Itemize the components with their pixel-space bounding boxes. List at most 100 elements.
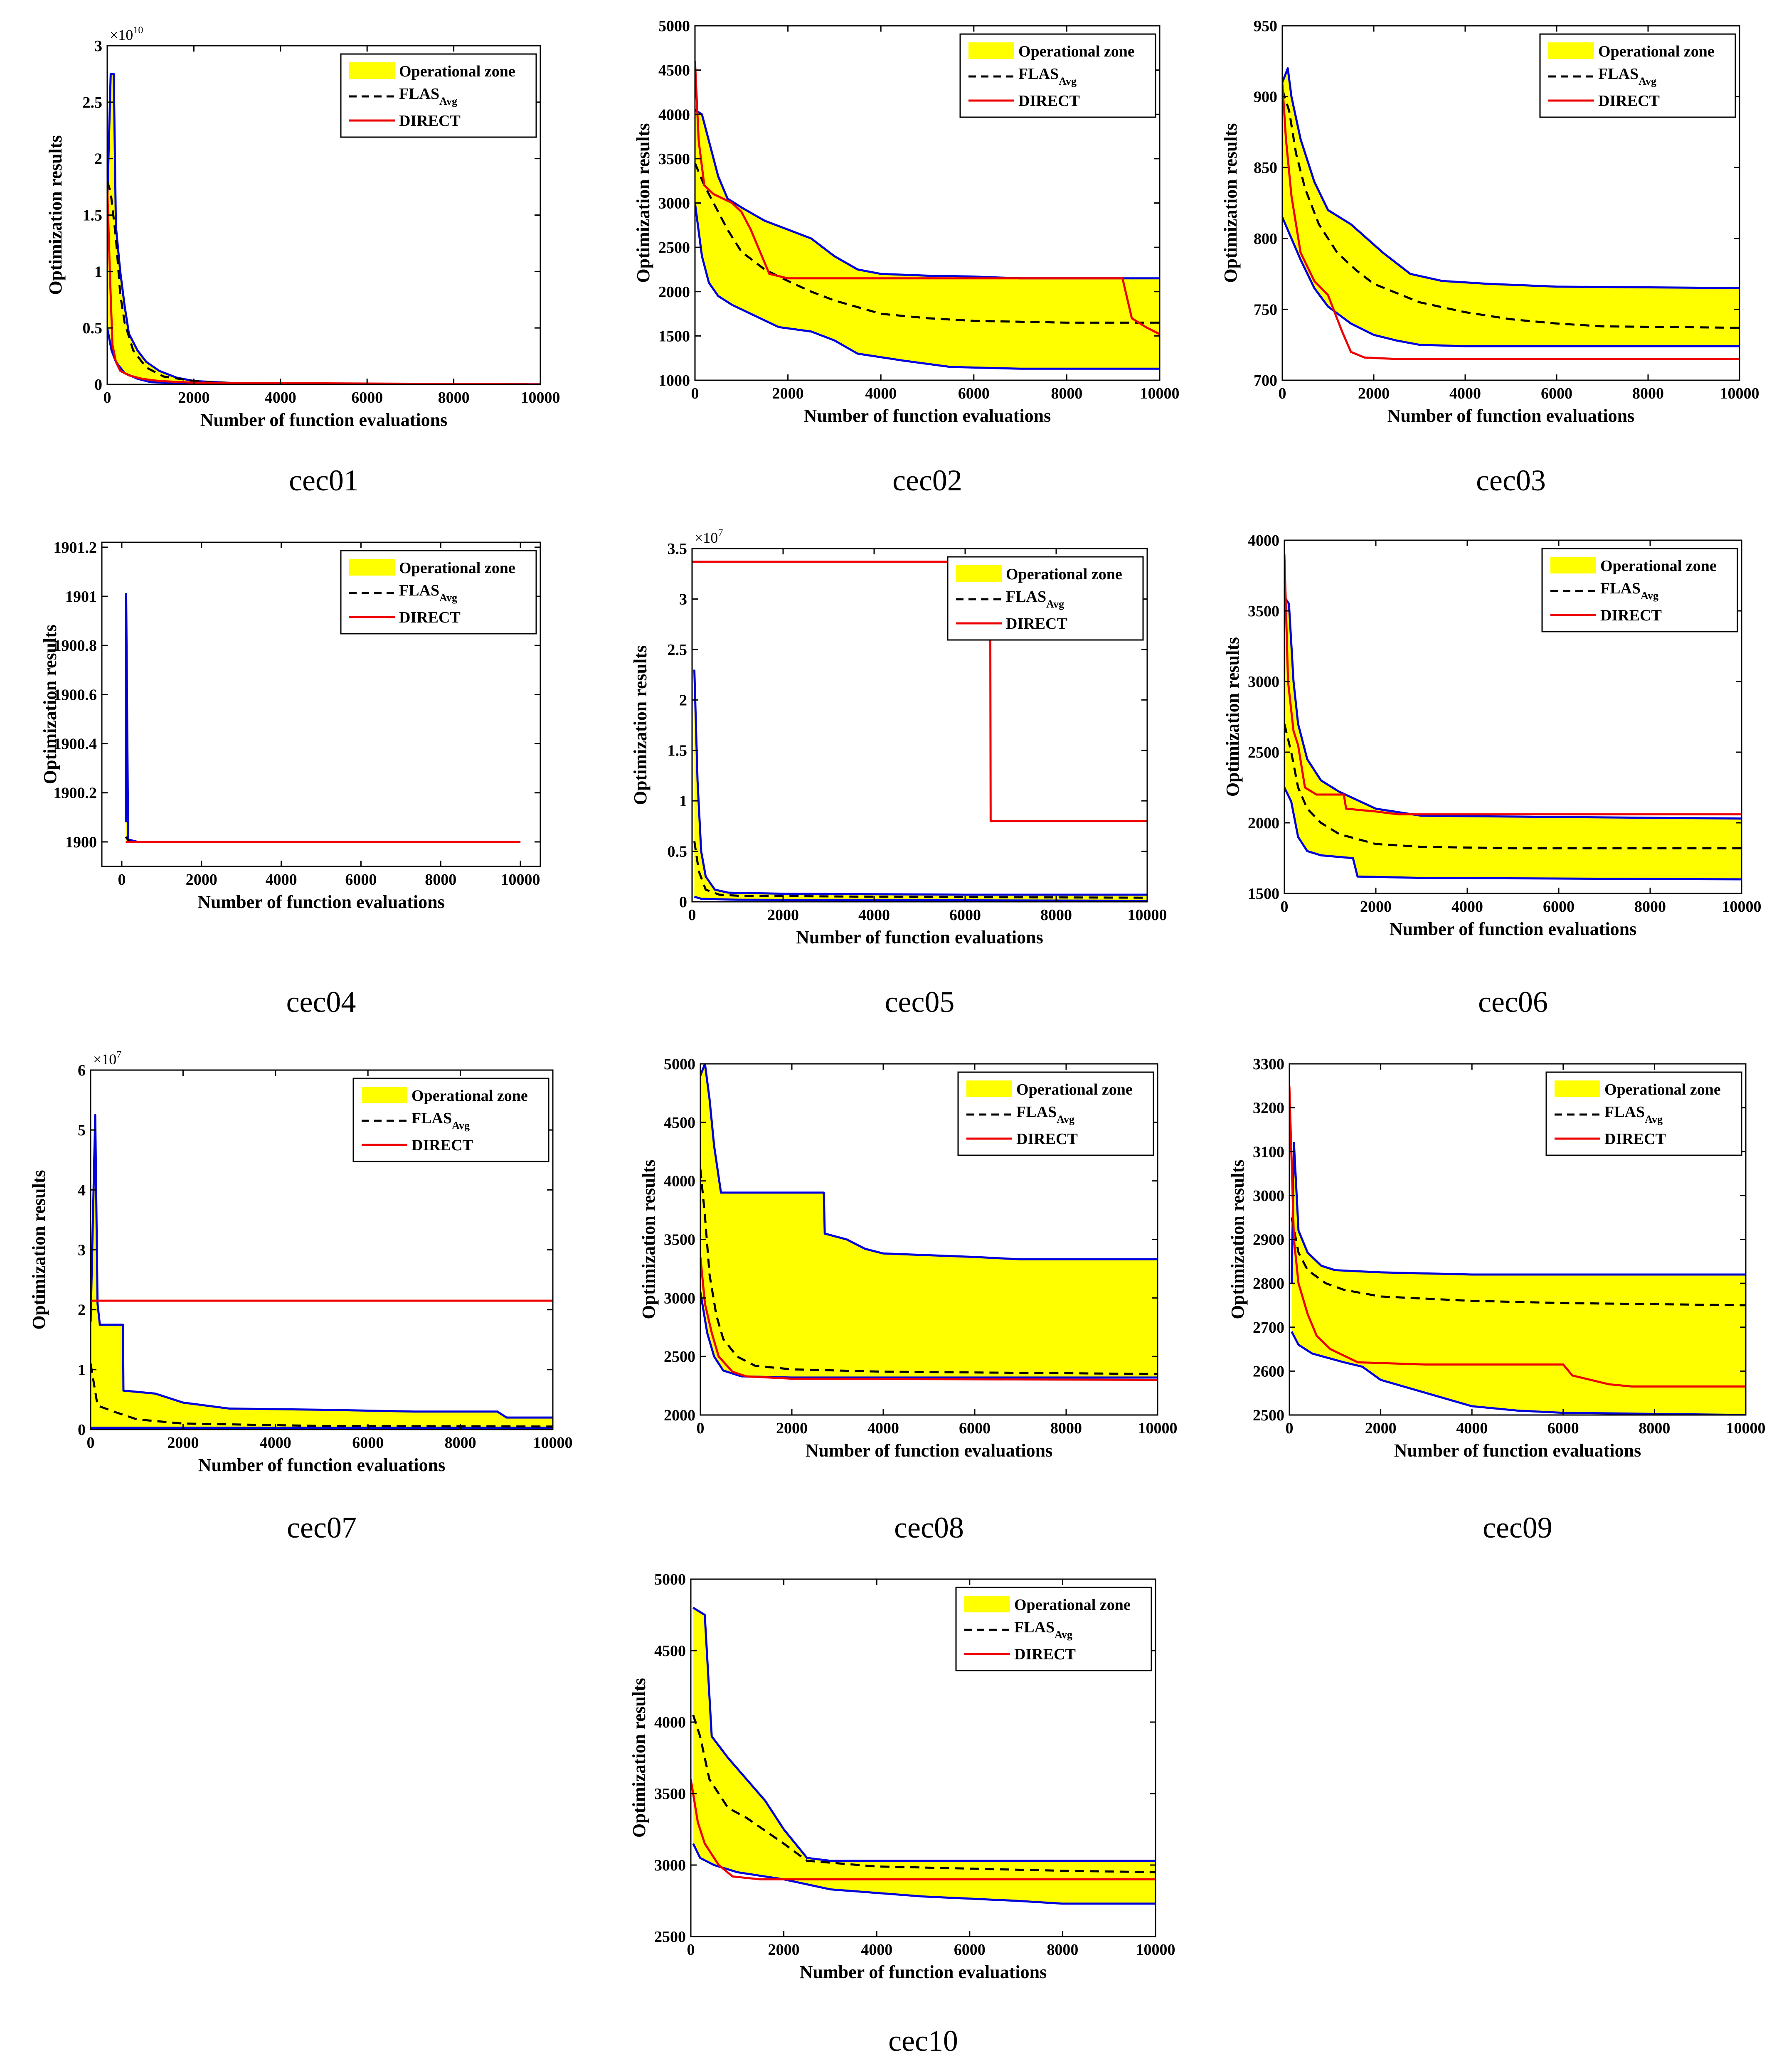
y-tick-label: 1 <box>679 792 687 810</box>
legend: Operational zone FLASAvg DIRECT <box>1541 548 1738 632</box>
x-tick-label: 4000 <box>865 385 897 402</box>
y-axis-label: Optimization results <box>633 123 653 283</box>
plot-data <box>107 73 540 384</box>
chart-cec09: 0 2000 4000 6000 8000 10000 2500 2600 2700 2800 29… <box>1227 1056 1766 1544</box>
legend-zone-swatch <box>964 1596 1010 1612</box>
flas-avg-line <box>700 1169 1158 1375</box>
y-tick-label: 1900 <box>65 834 97 851</box>
chart-cec05: 0 2000 4000 6000 8000 10000 0 0.5 1 1.5 2 2.5 3 3.5 ×1… <box>630 528 1167 1019</box>
x-tick-label: 10000 <box>1722 898 1762 915</box>
y-tick-label: 4500 <box>654 1642 686 1660</box>
y-tick-label: 1 <box>78 1361 86 1379</box>
chart-cec10: 0 2000 4000 6000 8000 10000 2500 3000 3500 4000 45… <box>629 1571 1175 2057</box>
x-tick-label: 10000 <box>1128 906 1167 924</box>
plot-data <box>1289 1085 1746 1415</box>
legend: Operational zone FLASAvg DIRECT <box>340 550 537 635</box>
legend-avg-label: FLASAvg <box>1018 65 1077 87</box>
legend-zone-swatch <box>362 1087 407 1103</box>
legend: Operational zone FLASAvg DIRECT <box>955 1587 1152 1671</box>
panel-caption: cec02 <box>892 464 962 497</box>
plot-data <box>91 1114 553 1429</box>
chart-cec01: 0 2000 4000 6000 8000 10000 0 0.5 1 1.5 2 2.5 3 ×1010… <box>45 25 560 497</box>
y-axis-label: Optimization results <box>630 645 651 805</box>
y-tick-label: 2000 <box>664 1407 695 1424</box>
y-tick-label: 1900.6 <box>54 686 97 704</box>
legend-avg-main: FLAS <box>1600 580 1641 597</box>
flas-avg-line <box>695 162 1160 324</box>
x-tick-label: 2000 <box>178 389 209 406</box>
x-tick-label: 6000 <box>345 871 377 888</box>
x-tick-label: 4000 <box>858 906 890 924</box>
x-tick-label: 8000 <box>438 389 470 406</box>
axis-multiplier-exponent: 7 <box>718 528 723 539</box>
x-axis-label: Number of function evaluations <box>200 410 447 430</box>
y-tick-label: 2 <box>94 150 102 168</box>
legend-direct-label: DIRECT <box>399 112 461 130</box>
x-tick-label: 6000 <box>1547 1420 1579 1437</box>
lower-bound-line <box>1282 217 1740 347</box>
y-tick-label: 850 <box>1254 159 1277 177</box>
legend-direct-label: DIRECT <box>1598 92 1660 110</box>
x-tick-label: 6000 <box>949 906 981 924</box>
x-axis-label: Number of function evaluations <box>1394 1440 1641 1461</box>
legend-avg-label: FLASAvg <box>399 85 457 107</box>
legend: Operational zone FLASAvg DIRECT <box>1539 33 1736 118</box>
upper-bound-line <box>700 1064 1158 1260</box>
x-tick-label: 6000 <box>351 389 383 406</box>
y-tick-label: 1900.2 <box>54 785 97 802</box>
panel-caption: cec06 <box>1478 985 1548 1019</box>
legend-avg-label: FLASAvg <box>399 582 457 604</box>
legend-avg-sub: Avg <box>439 592 457 604</box>
y-tick-label: 3 <box>94 37 102 55</box>
y-tick-label: 4500 <box>658 62 690 79</box>
axes-frame <box>690 1578 1156 1937</box>
legend-zone-label: Operational zone <box>1598 43 1715 60</box>
x-axis-label: Number of function evaluations <box>800 1962 1047 1982</box>
legend-zone-label: Operational zone <box>399 63 515 80</box>
y-tick-label: 6 <box>78 1062 86 1079</box>
legend-avg-sub: Avg <box>1057 1113 1074 1125</box>
y-axis-label: Optimization results <box>40 625 60 784</box>
lower-bound-line <box>700 1292 1158 1379</box>
plot-data <box>1284 554 1742 881</box>
x-axis-label: Number of function evaluations <box>796 927 1043 947</box>
legend-zone-swatch <box>349 62 395 79</box>
operational-zone-area <box>695 110 1160 369</box>
chart-cec07: 0 2000 4000 6000 8000 10000 0 1 2 3 4 5 6 ×107 Number … <box>29 1049 573 1544</box>
axes-frame <box>101 541 541 867</box>
y-tick-label: 750 <box>1254 301 1277 318</box>
upper-bound-line <box>1284 596 1742 820</box>
legend-avg-label: FLASAvg <box>1006 588 1064 610</box>
legend-direct-label: DIRECT <box>1016 1130 1078 1148</box>
y-tick-label: 900 <box>1254 89 1277 106</box>
x-tick-label: 4000 <box>1456 1420 1488 1437</box>
y-tick-label: 2500 <box>664 1348 695 1366</box>
chart-cec02: 0 2000 4000 6000 8000 10000 1000 1500 2000 2500 30… <box>633 17 1180 497</box>
y-axis-label: Optimization results <box>29 1170 49 1329</box>
panel-caption: cec07 <box>287 1511 357 1544</box>
lower-bound-line <box>694 896 1147 902</box>
axis-multiplier-base: ×10 <box>110 27 133 43</box>
y-tick-label: 3500 <box>664 1231 695 1249</box>
legend-direct-label: DIRECT <box>412 1137 473 1154</box>
y-tick-label: 800 <box>1254 230 1277 248</box>
y-tick-label: 4 <box>78 1181 86 1199</box>
legend: Operational zone FLASAvg DIRECT <box>959 33 1156 118</box>
lower-bound-line <box>692 1843 1156 1905</box>
legend-avg-sub: Avg <box>1059 75 1077 87</box>
y-tick-label: 2800 <box>1253 1275 1284 1292</box>
x-tick-label: 0 <box>118 871 126 888</box>
legend-zone-label: Operational zone <box>1604 1081 1721 1098</box>
y-tick-label: 0 <box>679 893 687 911</box>
legend-avg-label: FLASAvg <box>1016 1103 1074 1125</box>
x-tick-label: 2000 <box>1360 898 1392 915</box>
operational-zone-area <box>693 1607 1156 1904</box>
x-tick-label: 10000 <box>1140 385 1180 402</box>
y-axis-label: Optimization results <box>1220 123 1241 283</box>
y-tick-label: 3000 <box>1253 1187 1284 1205</box>
axis-multiplier-exponent: 10 <box>133 25 143 36</box>
x-tick-label: 2000 <box>1358 385 1390 402</box>
y-tick-label: 1900.8 <box>54 637 97 655</box>
y-tick-label: 4000 <box>1248 532 1279 549</box>
panel-caption: cec01 <box>289 464 359 497</box>
